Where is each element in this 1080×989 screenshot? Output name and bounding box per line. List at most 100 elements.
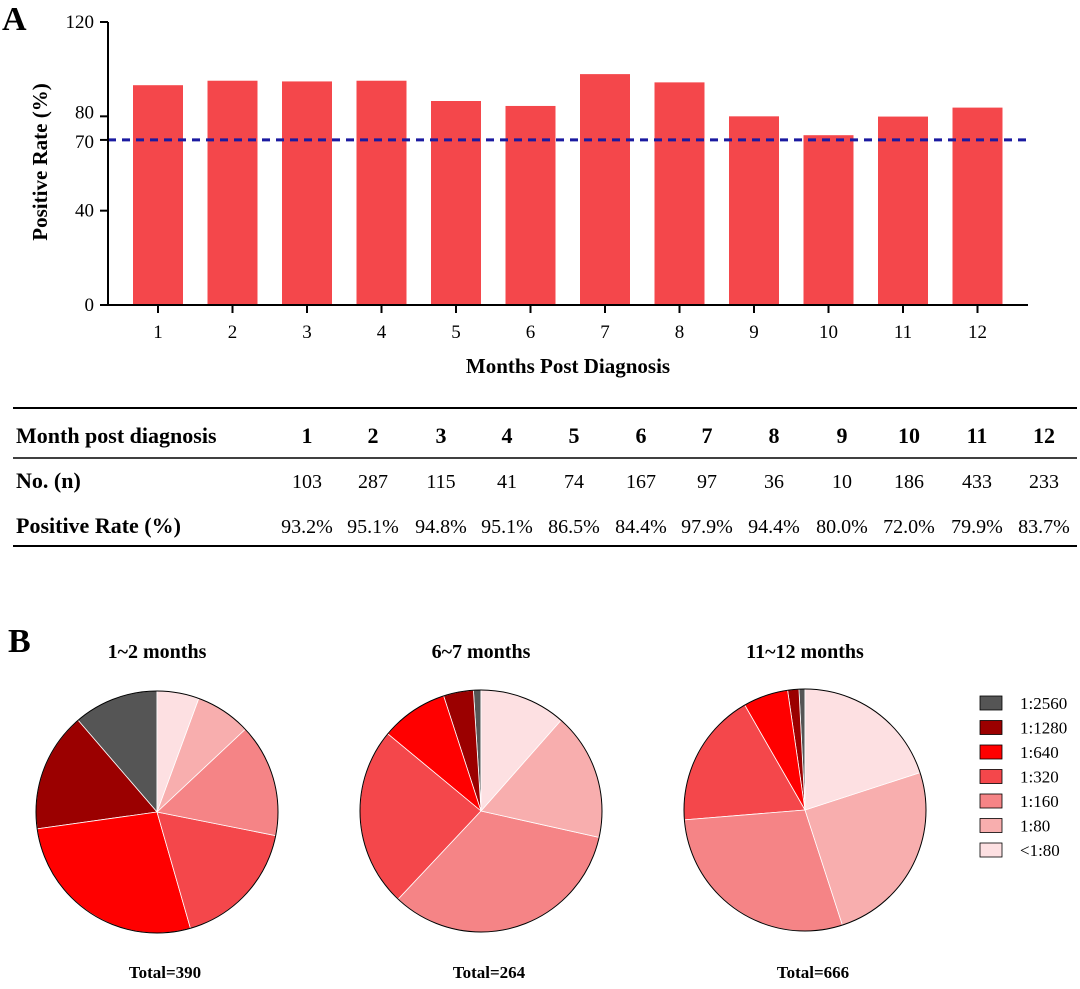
table-cell: 84.4%: [615, 516, 667, 538]
pie-charts: 1~2 months Total=390 6~7 months Total=264 11…: [35, 641, 927, 982]
table-row-header: No. (n): [16, 468, 81, 493]
x-ticks: 1 2 3 4 5 6 7 8 9 10 11 12: [153, 305, 987, 343]
y-tick-label: 120: [66, 12, 95, 33]
legend-label: 1:1280: [1020, 719, 1067, 738]
panel-b-label: B: [8, 623, 31, 660]
legend-swatch: [979, 842, 1003, 858]
pie-outline: [35, 690, 279, 934]
bar-month-6: [505, 105, 556, 305]
table-cell: 12: [1033, 423, 1055, 448]
bar-month-2: [207, 80, 258, 305]
y-tick-label: 70: [75, 132, 94, 153]
table-row-header: Month post diagnosis: [16, 423, 217, 448]
table-cell: 3: [436, 423, 447, 448]
table-cell: 74: [564, 471, 584, 493]
pie-total: Total=390: [129, 963, 201, 982]
table-cell: 4: [502, 423, 513, 448]
pie-chart-2: 6~7 months Total=264: [359, 641, 603, 982]
bar-month-10: [803, 135, 854, 305]
y-tick-label: 80: [75, 102, 94, 123]
table-cell: 86.5%: [548, 516, 600, 538]
legend-swatch: [979, 818, 1003, 833]
table-cell: 287: [358, 471, 388, 493]
table-cell: 8: [769, 423, 780, 448]
table-cell: 95.1%: [347, 516, 399, 538]
table-cell: 97.9%: [681, 516, 733, 538]
bar-month-3: [282, 81, 332, 306]
bar-month-11: [878, 116, 928, 305]
table-cell: 94.8%: [415, 516, 467, 538]
pie-total: Total=264: [453, 963, 526, 982]
pie-chart-1: 1~2 months Total=390: [35, 641, 279, 982]
y-axis-title: Positive Rate (%): [28, 83, 52, 240]
table-cell: 1: [302, 423, 313, 448]
legend-label: 1:160: [1020, 792, 1059, 811]
table-cell: 79.9%: [951, 516, 1003, 538]
pie-chart-3: 11~12 months Total=666: [683, 641, 927, 982]
x-tick-label: 3: [302, 322, 312, 343]
table-cell: 115: [426, 471, 455, 493]
legend-label: <1:80: [1020, 841, 1060, 860]
x-tick-label: 10: [819, 322, 838, 343]
bar-month-5: [431, 101, 481, 305]
table-cell: 93.2%: [281, 516, 333, 538]
table-cell: 7: [702, 423, 713, 448]
table-cell: 103: [292, 471, 322, 493]
table-cell: 41: [497, 471, 517, 493]
x-tick-label: 2: [228, 322, 238, 343]
x-axis-title: Months Post Diagnosis: [466, 354, 670, 378]
table-cell: 36: [764, 471, 784, 493]
table-cell: 167: [626, 471, 656, 493]
table-cell: 10: [898, 423, 920, 448]
pie-outline: [683, 688, 927, 932]
x-tick-label: 11: [894, 322, 912, 343]
x-tick-label: 4: [377, 322, 387, 343]
table-cell: 11: [967, 423, 988, 448]
legend-label: 1:320: [1020, 768, 1059, 787]
legend-swatch: [979, 793, 1003, 809]
legend-swatch: [979, 720, 1003, 735]
x-tick-label: 1: [153, 322, 163, 343]
table-cell: 97: [697, 471, 717, 493]
y-tick-label: 40: [75, 201, 94, 222]
x-tick-label: 9: [749, 322, 759, 343]
table-cell: 10: [832, 471, 852, 493]
table-cell: 5: [569, 423, 580, 448]
y-ticks: 0 40 70 80 120: [66, 12, 108, 316]
x-tick-label: 8: [675, 322, 685, 343]
table-row-header: Positive Rate (%): [16, 513, 181, 538]
pie-outline: [359, 689, 603, 933]
table-cell: 95.1%: [481, 516, 533, 538]
y-tick-label: 0: [85, 295, 95, 316]
pie-total: Total=666: [777, 963, 849, 982]
table-cell: 186: [894, 471, 924, 493]
pie-title: 1~2 months: [108, 641, 207, 663]
pie-title: 6~7 months: [432, 641, 531, 663]
table-cell: 233: [1029, 471, 1059, 493]
pie-title: 11~12 months: [746, 641, 864, 663]
legend-swatch: [979, 744, 1003, 760]
table-cell: 72.0%: [883, 516, 935, 538]
table-cell: 2: [368, 423, 379, 448]
panel-a-label: A: [2, 1, 27, 38]
legend-label: 1:640: [1020, 743, 1059, 762]
table-cell: 9: [837, 423, 848, 448]
table-cell: 83.7%: [1018, 516, 1070, 538]
x-tick-label: 7: [600, 322, 610, 343]
table-cell: 94.4%: [748, 516, 800, 538]
bar-month-4: [356, 80, 407, 305]
legend-label: 1:80: [1020, 817, 1050, 836]
x-tick-label: 5: [451, 322, 461, 343]
legend-label: 1:2560: [1020, 694, 1067, 713]
bar-month-9: [729, 116, 779, 305]
bar-month-1: [133, 85, 183, 305]
table-cell: 80.0%: [816, 516, 868, 538]
pie-legend: 1:2560 1:1280 1:640 1:320 1:160 1:80 <1:80: [979, 694, 1067, 860]
bar-month-12: [952, 107, 1003, 305]
x-tick-label: 12: [968, 322, 987, 343]
x-tick-label: 6: [526, 322, 536, 343]
